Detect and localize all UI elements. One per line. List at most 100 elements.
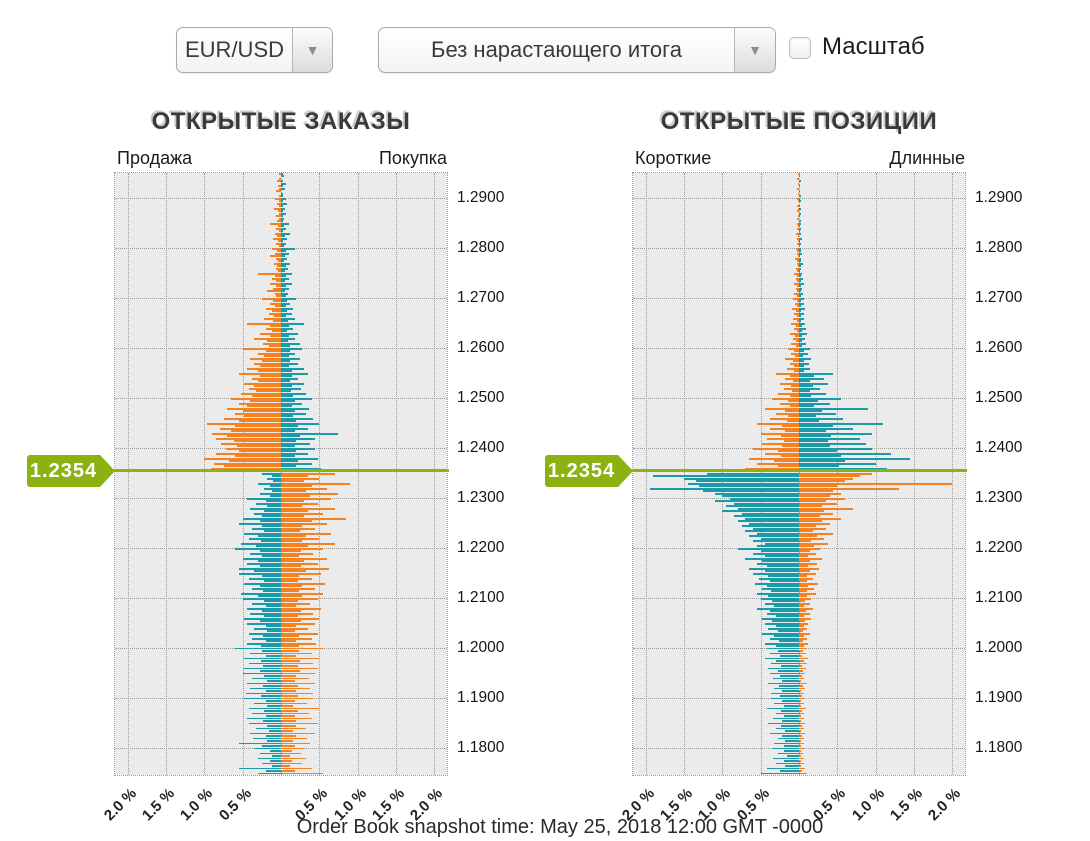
bar-left (244, 617, 281, 620)
bar-right (281, 717, 312, 720)
bar-right (799, 300, 802, 303)
y-axis-tick-label: 1.2500 (975, 388, 1023, 406)
bar-left (258, 595, 281, 598)
bar-left (274, 207, 281, 210)
bar-right (281, 595, 303, 598)
bar-left (795, 302, 799, 305)
bar-left (265, 307, 281, 310)
bar-right (281, 187, 285, 190)
bar-left (258, 535, 281, 538)
bar-left (268, 730, 281, 732)
bar-left (733, 515, 799, 518)
bar-right (799, 250, 801, 253)
bar-left (267, 740, 281, 742)
bar-right (799, 297, 804, 300)
bar-left (764, 452, 799, 455)
bar-left (753, 527, 799, 530)
bar-left (795, 345, 799, 348)
bar-right (799, 712, 805, 715)
bar-left (274, 305, 281, 308)
bar-left (258, 772, 281, 775)
bar-left (798, 207, 799, 210)
bar-right (281, 352, 295, 355)
bar-right (799, 540, 812, 543)
bar-left (274, 315, 281, 318)
bar-left (236, 445, 281, 448)
gridline-vertical (204, 173, 206, 775)
bar-left (244, 697, 281, 700)
bar-left (733, 502, 799, 505)
bar-right (799, 287, 803, 290)
bar-right (281, 370, 292, 373)
bar-right (281, 565, 301, 568)
bar-right (799, 302, 805, 305)
bar-left (238, 572, 281, 575)
bar-right (281, 415, 294, 418)
bar-left (754, 582, 799, 585)
bar-left (244, 657, 281, 660)
bar-right (799, 620, 806, 623)
bar-right (281, 567, 330, 570)
bar-left (258, 757, 281, 760)
bar-left (259, 670, 281, 672)
bar-left (251, 637, 281, 640)
bar-right (799, 737, 804, 740)
bar-left (797, 280, 799, 283)
bar-right (799, 760, 802, 762)
bar-right (799, 372, 834, 375)
current-price-line (113, 469, 449, 473)
bar-right (799, 275, 801, 278)
bar-right (281, 317, 295, 320)
bar-left (265, 715, 281, 717)
bar-left (250, 732, 281, 735)
bar-right (799, 730, 802, 732)
scale-checkbox-label[interactable]: Масштаб (822, 33, 925, 60)
scale-checkbox[interactable] (789, 37, 811, 59)
gridline-vertical (952, 173, 954, 775)
bar-left (248, 577, 281, 580)
bar-right (281, 282, 292, 285)
bar-right (281, 772, 324, 775)
bar-right (799, 570, 810, 573)
bar-right (281, 635, 300, 637)
bar-right (799, 635, 805, 637)
bar-right (281, 570, 306, 573)
currency-pair-dropdown[interactable]: EUR/USD ▼ (176, 27, 333, 73)
bar-left (235, 425, 281, 428)
bar-right (799, 417, 844, 420)
bar-right (799, 640, 803, 642)
bar-left (261, 695, 281, 697)
bar-right (281, 572, 321, 575)
bar-left (238, 742, 281, 745)
bar-right (799, 317, 805, 320)
bar-left (760, 597, 799, 600)
bar-left (741, 512, 799, 515)
bar-left (264, 530, 281, 533)
bar-left (792, 307, 799, 310)
bar-left (785, 410, 799, 413)
bar-right (799, 530, 813, 533)
bar-left (277, 210, 281, 213)
bar-left (798, 255, 799, 258)
bar-left (756, 422, 799, 425)
bar-left (764, 555, 799, 558)
bar-right (799, 437, 861, 440)
bar-right (281, 382, 304, 385)
display-mode-dropdown[interactable]: Без нарастающего итога ▼ (378, 27, 776, 73)
bar-left (776, 727, 799, 730)
bar-right (799, 295, 801, 298)
bar-right (281, 665, 298, 667)
bar-right (281, 697, 314, 700)
y-axis-tick-label: 1.2400 (457, 438, 505, 456)
bar-right (281, 447, 316, 450)
y-axis-tick-label: 1.2200 (975, 538, 1023, 556)
bar-right (799, 510, 824, 513)
bar-right (799, 357, 812, 360)
bar-left (714, 492, 799, 495)
chevron-down-icon[interactable]: ▼ (292, 28, 332, 72)
bar-right (799, 560, 811, 563)
bar-left (278, 195, 281, 198)
chevron-down-icon[interactable]: ▼ (734, 28, 775, 72)
bar-left (251, 712, 281, 715)
bar-left (766, 707, 799, 710)
